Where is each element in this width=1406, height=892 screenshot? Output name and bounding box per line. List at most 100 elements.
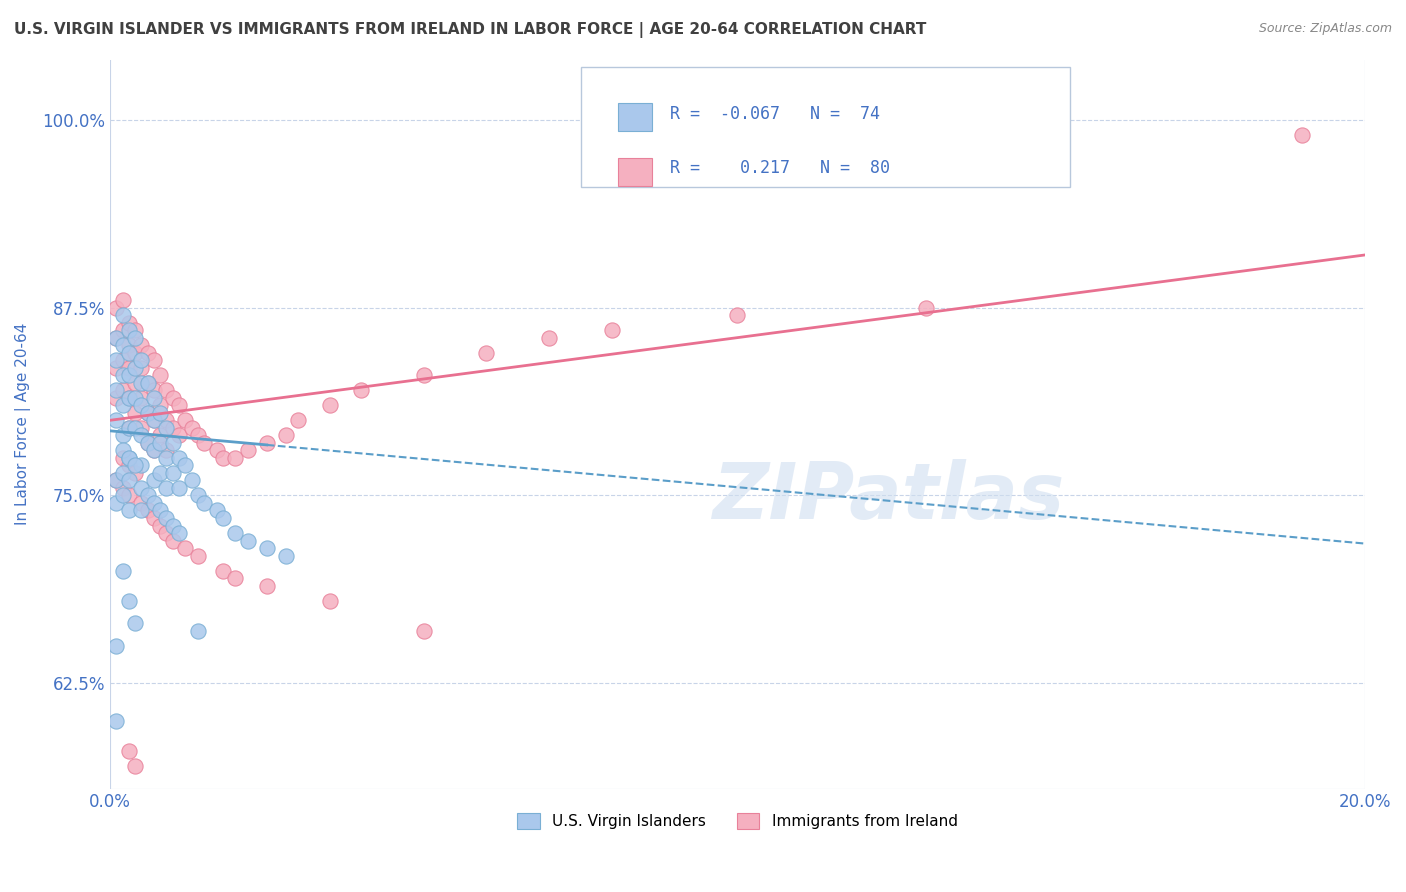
Point	[124, 345, 146, 359]
Point	[111, 488, 134, 502]
Point	[180, 421, 202, 435]
Point	[105, 413, 128, 427]
Point	[111, 450, 134, 465]
Point	[412, 624, 434, 638]
Point	[118, 338, 141, 352]
Point	[118, 316, 141, 330]
Point	[162, 533, 184, 548]
Point	[118, 744, 141, 758]
Point	[600, 323, 623, 337]
Point	[131, 353, 153, 368]
Point	[131, 376, 153, 390]
Point	[256, 435, 278, 450]
Point	[118, 323, 141, 337]
Point	[131, 421, 153, 435]
Point	[131, 481, 153, 495]
Point	[212, 511, 235, 525]
Point	[124, 376, 146, 390]
Point	[136, 435, 159, 450]
Point	[274, 549, 297, 563]
Point	[105, 474, 128, 488]
Point	[131, 338, 153, 352]
Point	[167, 428, 190, 442]
Point	[118, 474, 141, 488]
Point	[124, 458, 146, 473]
Text: R =  -0.067   N =  74: R = -0.067 N = 74	[671, 104, 880, 122]
Point	[136, 503, 159, 517]
Point	[111, 323, 134, 337]
Point	[118, 391, 141, 405]
Point	[111, 443, 134, 458]
Point	[118, 488, 141, 502]
Point	[149, 428, 172, 442]
Point	[105, 383, 128, 397]
Point	[142, 511, 165, 525]
Y-axis label: In Labor Force | Age 20-64: In Labor Force | Age 20-64	[15, 323, 31, 525]
Point	[131, 496, 153, 510]
Point	[318, 593, 340, 607]
Legend: U.S. Virgin Islanders, Immigrants from Ireland: U.S. Virgin Islanders, Immigrants from I…	[510, 807, 965, 836]
Text: R =    0.217   N =  80: R = 0.217 N = 80	[671, 159, 890, 178]
Text: Source: ZipAtlas.com: Source: ZipAtlas.com	[1258, 22, 1392, 36]
Point	[111, 466, 134, 480]
Point	[142, 353, 165, 368]
Point	[118, 360, 141, 375]
Point	[111, 353, 134, 368]
Point	[142, 413, 165, 427]
Point	[187, 428, 209, 442]
Point	[124, 759, 146, 773]
Point	[136, 406, 159, 420]
Point	[149, 368, 172, 383]
Point	[131, 391, 153, 405]
Point	[412, 368, 434, 383]
Point	[174, 413, 197, 427]
Point	[136, 435, 159, 450]
Point	[155, 413, 177, 427]
Point	[162, 391, 184, 405]
Point	[155, 443, 177, 458]
Point	[124, 331, 146, 345]
Point	[350, 383, 373, 397]
Point	[124, 616, 146, 631]
Point	[118, 503, 141, 517]
Point	[224, 571, 246, 585]
Point	[287, 413, 309, 427]
Point	[187, 624, 209, 638]
Point	[155, 450, 177, 465]
Point	[111, 481, 134, 495]
Point	[136, 376, 159, 390]
Point	[118, 593, 141, 607]
Point	[224, 526, 246, 541]
Point	[136, 345, 159, 359]
Point	[187, 549, 209, 563]
Point	[111, 428, 134, 442]
Point	[105, 301, 128, 315]
Point	[118, 421, 141, 435]
Point	[149, 406, 172, 420]
Point	[149, 466, 172, 480]
Point	[236, 443, 259, 458]
Point	[155, 383, 177, 397]
Point	[105, 474, 128, 488]
Point	[111, 398, 134, 412]
Point	[136, 406, 159, 420]
Point	[105, 714, 128, 728]
Point	[205, 443, 228, 458]
Point	[538, 331, 561, 345]
Point	[118, 345, 141, 359]
Point	[167, 398, 190, 412]
Point	[124, 391, 146, 405]
Point	[142, 391, 165, 405]
Point	[131, 428, 153, 442]
Point	[212, 450, 235, 465]
Point	[205, 503, 228, 517]
Point	[105, 496, 128, 510]
Point	[105, 639, 128, 653]
Bar	[619, 158, 651, 186]
Point	[118, 368, 141, 383]
Point	[167, 481, 190, 495]
Point	[105, 353, 128, 368]
Point	[187, 488, 209, 502]
Text: U.S. VIRGIN ISLANDER VS IMMIGRANTS FROM IRELAND IN LABOR FORCE | AGE 20-64 CORRE: U.S. VIRGIN ISLANDER VS IMMIGRANTS FROM …	[14, 22, 927, 38]
Point	[155, 481, 177, 495]
